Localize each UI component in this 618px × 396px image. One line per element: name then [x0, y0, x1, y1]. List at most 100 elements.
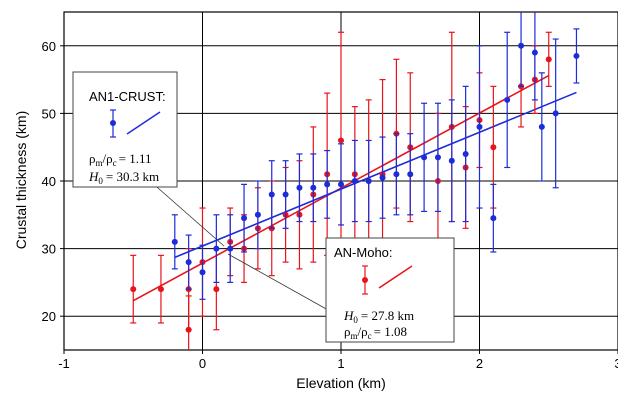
point-marker: [199, 269, 206, 276]
data-point-an1-crust: [407, 133, 414, 216]
point-marker: [241, 215, 248, 222]
data-point-an1-crust: [393, 133, 400, 216]
data-point-an-moho: [185, 295, 192, 350]
point-marker: [448, 157, 455, 164]
data-point-an1-crust: [421, 102, 428, 213]
legend-an1-crust-h0: H0 = 30.3 km: [88, 169, 159, 186]
legend-an1-crust-ratio: ρm/ρc = 1.11: [89, 151, 151, 168]
point-marker: [379, 174, 386, 181]
data-point-an1-crust: [448, 99, 455, 223]
data-point-an1-crust: [241, 183, 248, 253]
y-tick-label: 60: [42, 39, 56, 54]
legend-an1-crust-marker: [110, 120, 116, 126]
data-point-an1-crust: [268, 160, 275, 229]
x-axis-label: Elevation (km): [296, 375, 385, 391]
data-point-an1-crust: [310, 153, 317, 223]
legend-an1-crust: AN1-CRUST: ρm/ρc = 1.11 H0 = 30.3 km: [72, 71, 178, 188]
point-marker: [407, 171, 414, 178]
point-marker: [185, 326, 192, 333]
point-marker: [254, 211, 261, 218]
point-marker: [171, 238, 178, 245]
data-point-an1-crust: [227, 214, 234, 283]
legend-an-moho-marker: [362, 277, 368, 283]
x-tick-label: 1: [337, 356, 344, 371]
point-marker: [310, 184, 317, 191]
x-tick-label: 2: [476, 356, 483, 371]
data-point-an-moho: [157, 254, 164, 324]
point-marker: [130, 286, 137, 293]
point-marker: [462, 150, 469, 157]
point-marker: [476, 123, 483, 130]
legend-an-moho-title: AN-Moho:: [334, 245, 393, 260]
data-point-an1-crust: [199, 244, 206, 300]
point-marker: [213, 245, 220, 252]
x-tick-label: 3: [614, 356, 618, 371]
point-marker: [296, 184, 303, 191]
data-point-an1-crust: [552, 38, 559, 189]
fit-line-an1-crust: [174, 91, 577, 259]
point-marker: [338, 137, 344, 144]
y-tick-label: 20: [42, 309, 56, 324]
point-marker: [531, 49, 538, 56]
tick-labels: -1 0 1 2 3 20 30 40 50 60: [42, 39, 618, 371]
point-marker: [282, 191, 289, 198]
data-point-an1-crust: [171, 214, 178, 270]
y-tick-label: 40: [42, 174, 56, 189]
data-point-an1-crust: [434, 102, 441, 213]
point-marker: [421, 154, 428, 161]
data-point-an1-crust: [282, 160, 289, 229]
y-tick-label: 30: [42, 242, 56, 257]
point-marker: [545, 56, 552, 63]
legend-an-moho-h0: H0 = 27.8 km: [343, 308, 414, 325]
legend-an1-crust-fit-sample: [126, 111, 161, 135]
data-point-an1-crust: [324, 149, 331, 219]
data-point-an1-crust: [518, 12, 525, 87]
point-marker: [185, 259, 192, 266]
legend-an-moho-fit-sample: [378, 265, 413, 289]
legend-an1-crust-title: AN1-CRUST:: [89, 89, 166, 104]
leader-line-an1-crust: [149, 180, 225, 247]
data-point-an1-crust: [365, 139, 372, 223]
data-point-an1-crust: [504, 31, 511, 169]
data-point-an1-crust: [296, 153, 303, 223]
legend-an-moho-ratio: ρm/ρc = 1.08: [344, 324, 407, 341]
leader-line-an-moho: [227, 253, 338, 316]
point-marker: [227, 245, 234, 252]
y-tick-label: 50: [42, 106, 56, 121]
point-marker: [490, 215, 497, 222]
data-point-an1-crust: [213, 214, 220, 283]
point-marker: [365, 178, 372, 184]
data-point-an1-crust: [338, 143, 344, 226]
data-point-an1-crust: [573, 28, 580, 84]
point-marker: [504, 96, 511, 103]
data-point-an1-crust: [476, 45, 483, 209]
point-marker: [393, 171, 400, 178]
y-axis-label: Crustal thickness (km): [13, 111, 29, 249]
data-points: [130, 12, 580, 350]
point-marker: [490, 144, 497, 151]
x-tick-label: -1: [58, 356, 70, 371]
point-marker: [538, 123, 545, 130]
point-marker: [268, 191, 275, 198]
data-point-an-moho: [545, 31, 552, 87]
data-point-an1-crust: [462, 85, 469, 223]
point-marker: [157, 286, 164, 293]
legend-an-moho: AN-Moho: H0 = 27.8 km ρm/ρc = 1.08: [325, 237, 455, 343]
point-marker: [338, 181, 344, 188]
x-tick-label: 0: [199, 356, 206, 371]
data-point-an1-crust: [538, 72, 545, 182]
data-point-an-moho: [130, 254, 137, 324]
data-point-an1-crust: [379, 136, 386, 219]
point-marker: [351, 178, 358, 184]
data-point-an1-crust: [531, 12, 538, 101]
point-marker: [518, 42, 525, 49]
data-point-an1-crust: [490, 183, 497, 253]
point-marker: [213, 286, 220, 293]
point-marker: [573, 52, 580, 59]
data-point-an1-crust: [185, 234, 192, 290]
point-marker: [552, 110, 559, 117]
data-point-an1-crust: [351, 139, 358, 223]
point-marker: [434, 154, 441, 161]
data-point-an1-crust: [254, 180, 261, 250]
